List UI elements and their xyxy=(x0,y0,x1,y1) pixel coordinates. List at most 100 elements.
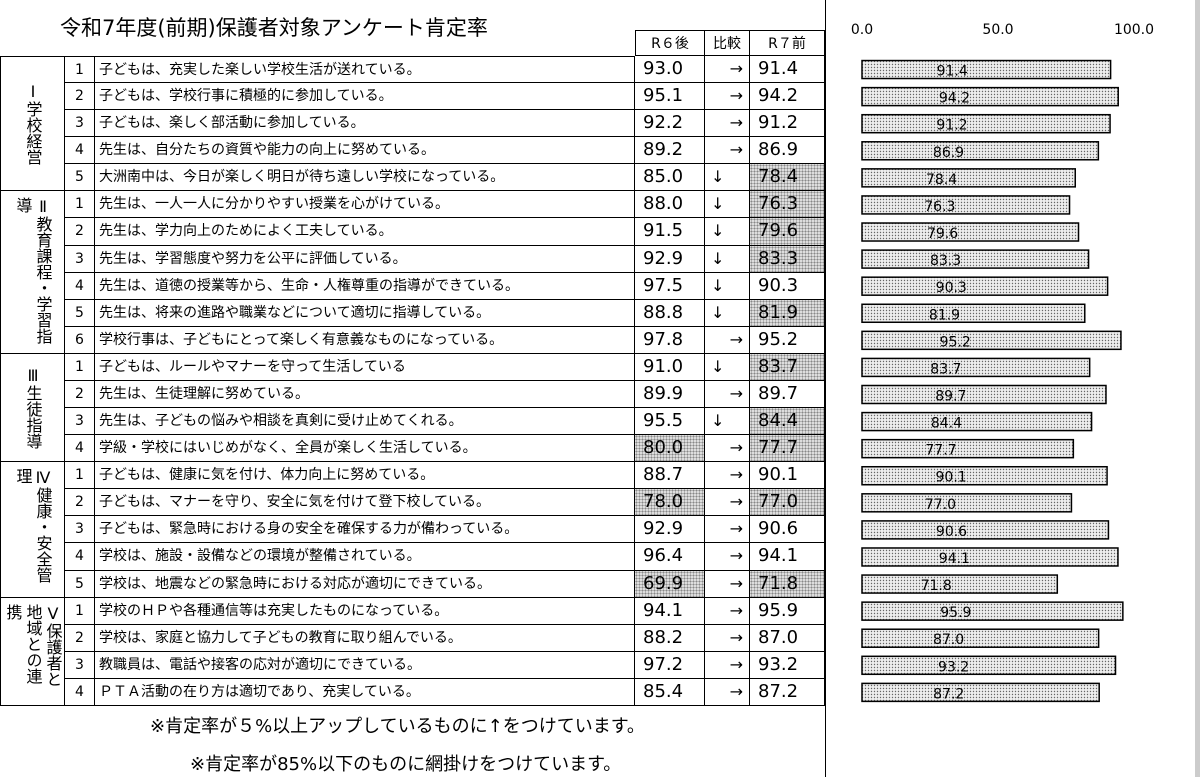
row-number: 2 xyxy=(65,489,95,517)
r6-value: 80.0 xyxy=(635,435,705,463)
bar-label: 76.3 xyxy=(924,199,955,215)
row-number: 2 xyxy=(65,624,95,652)
bar xyxy=(861,86,1119,107)
item-text: 学校のＨＰや各種通信等は充実したものになっている。 xyxy=(95,597,635,625)
bar-label: 77.0 xyxy=(925,497,956,513)
comparison: ↓ xyxy=(705,191,750,219)
bar xyxy=(861,303,1086,324)
item-text: 学校は、施設・設備などの環境が整備されている。 xyxy=(95,543,635,571)
item-text: 子どもは、ルールやマナーを守って生活している xyxy=(95,353,635,381)
bar xyxy=(861,59,1112,80)
r6-value: 92.9 xyxy=(635,245,705,273)
column-header: R６後 xyxy=(635,30,705,56)
comparison: → xyxy=(705,380,750,409)
row-number: 3 xyxy=(65,516,95,544)
comparison: → xyxy=(705,489,750,517)
r6-value: 93.0 xyxy=(635,56,705,84)
column-header: R７前 xyxy=(750,30,825,56)
row-number: 5 xyxy=(65,299,95,327)
item-text: 教職員は、電話や接客の応対が適切にできている。 xyxy=(95,651,635,679)
comparison: → xyxy=(705,678,750,706)
comparison: ↓ xyxy=(705,299,750,327)
bar-label: 78.4 xyxy=(926,172,957,188)
r7-value: 78.4 xyxy=(750,164,825,192)
r6-value: 97.2 xyxy=(635,651,705,679)
r7-value: 90.3 xyxy=(750,272,825,300)
divider xyxy=(825,0,826,777)
comparison: → xyxy=(705,83,750,111)
r7-value: 90.6 xyxy=(750,516,825,544)
item-text: 学校行事は、子どもにとって楽しく有意義なものになっている。 xyxy=(95,326,635,354)
item-text: 先生は、生徒理解に努めている。 xyxy=(95,380,635,409)
r7-value: 95.2 xyxy=(750,326,825,354)
item-text: 先生は、将来の進路や職業などについて適切に指導している。 xyxy=(95,299,635,327)
bar-label: 95.2 xyxy=(940,334,971,350)
row-number: 6 xyxy=(65,326,95,354)
bar xyxy=(861,520,1110,540)
bar xyxy=(861,113,1111,134)
bar-label: 87.2 xyxy=(933,686,964,702)
comparison: → xyxy=(705,516,750,544)
r6-value: 91.5 xyxy=(635,218,705,246)
comparison: → xyxy=(705,624,750,652)
note: ※肯定率が５%以上アップしているものに↑をつけています。 xyxy=(150,716,645,737)
bar xyxy=(861,276,1109,296)
r6-value: 88.2 xyxy=(635,624,705,652)
bar-label: 91.2 xyxy=(936,118,967,134)
row-number: 1 xyxy=(65,597,95,625)
r6-value: 88.0 xyxy=(635,191,705,219)
item-text: 学級・学校にはいじめがなく、全員が楽しく生活している。 xyxy=(95,435,635,463)
r7-value: 90.1 xyxy=(750,462,825,490)
group-label: Ⅳ健康・安全管理 xyxy=(0,462,65,598)
row-number: 3 xyxy=(65,408,95,436)
bar-label: 83.7 xyxy=(930,361,961,377)
comparison: → xyxy=(705,543,750,571)
row-number: 3 xyxy=(65,651,95,679)
item-text: 子どもは、学校行事に積極的に参加している。 xyxy=(95,83,635,111)
bar-label: 87.0 xyxy=(933,632,964,648)
bar-label: 94.1 xyxy=(939,551,970,567)
group-label: Ⅴ保護者と地域との連携 xyxy=(0,597,65,706)
r7-value: 94.1 xyxy=(750,543,825,571)
r7-value: 71.8 xyxy=(750,570,825,598)
bar-label: 79.6 xyxy=(927,226,958,242)
r7-value: 83.3 xyxy=(750,245,825,273)
note: ※肯定率が85%以下のものに網掛けをつけています。 xyxy=(190,754,622,775)
bar-label: 84.4 xyxy=(931,416,962,432)
bar xyxy=(861,384,1107,405)
comparison: → xyxy=(705,326,750,354)
comparison: → xyxy=(705,110,750,138)
group-label: Ⅰ学校経営 xyxy=(0,56,65,192)
bar-label: 91.4 xyxy=(937,64,968,80)
comparison: → xyxy=(705,56,750,84)
bar xyxy=(861,168,1076,188)
r7-value: 77.7 xyxy=(750,435,825,463)
bar-label: 93.2 xyxy=(938,659,969,675)
bar-label: 90.1 xyxy=(936,470,967,486)
bar xyxy=(861,465,1108,486)
item-text: 学校は、家庭と協力して子どもの教育に取り組んでいる。 xyxy=(95,624,635,652)
bar-label: 77.7 xyxy=(925,443,956,459)
r7-value: 91.2 xyxy=(750,110,825,138)
r6-value: 89.2 xyxy=(635,137,705,165)
bar xyxy=(861,601,1124,621)
row-number: 2 xyxy=(65,380,95,409)
comparison: → xyxy=(705,651,750,679)
row-number: 2 xyxy=(65,83,95,111)
item-text: 学校は、地震などの緊急時における対応が適切にできている。 xyxy=(95,570,635,598)
comparison: ↓ xyxy=(705,164,750,192)
bar xyxy=(861,357,1091,378)
item-text: 先生は、道徳の授業等から、生命・人権尊重の指導ができている。 xyxy=(95,272,635,300)
comparison: → xyxy=(705,462,750,490)
row-number: 4 xyxy=(65,543,95,571)
item-text: ＰＴＡ活動の在り方は適切であり、充実している。 xyxy=(95,678,635,706)
bar xyxy=(861,493,1073,513)
comparison: ↓ xyxy=(705,272,750,300)
bar xyxy=(861,411,1093,432)
r6-value: 92.2 xyxy=(635,110,705,138)
row-number: 1 xyxy=(65,462,95,490)
bar xyxy=(861,628,1100,648)
row-number: 5 xyxy=(65,164,95,192)
